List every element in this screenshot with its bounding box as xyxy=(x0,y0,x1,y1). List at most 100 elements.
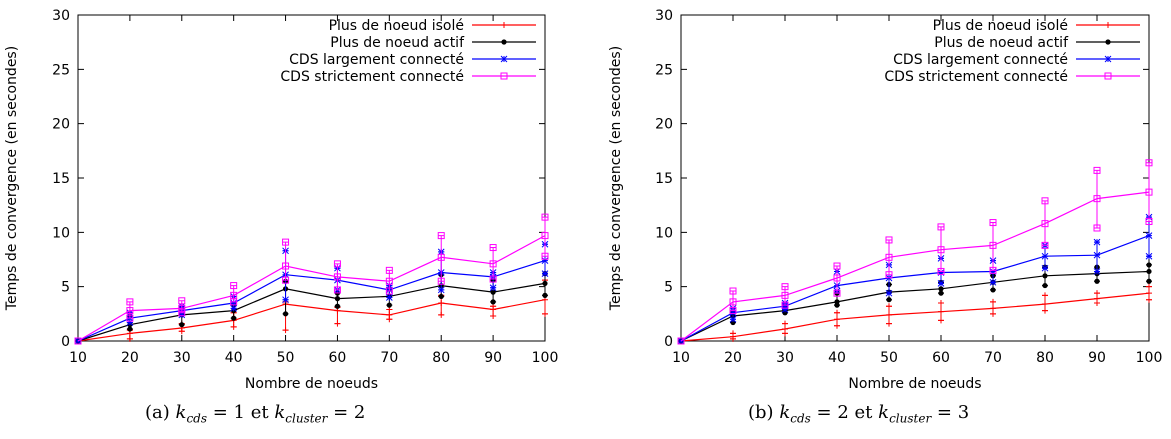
y-tick-label: 30 xyxy=(655,8,673,24)
data-point xyxy=(885,253,893,261)
error-high-marker xyxy=(282,238,290,246)
x-tick-label: 70 xyxy=(380,350,398,366)
x-tick-label: 10 xyxy=(69,350,87,366)
series-3 xyxy=(74,213,549,345)
error-high-marker xyxy=(1093,166,1101,174)
data-point xyxy=(989,241,997,249)
error-bar xyxy=(438,235,445,282)
y-tick-label: 5 xyxy=(61,280,70,296)
series-0 xyxy=(75,277,548,344)
error-high-marker xyxy=(1042,292,1048,299)
legend-marker xyxy=(1104,72,1112,80)
x-tick-label: 30 xyxy=(776,350,794,366)
error-low-marker xyxy=(126,335,133,342)
error-bar xyxy=(990,222,996,271)
legend-label: CDS strictement connecté xyxy=(280,69,464,85)
error-low-marker xyxy=(1093,268,1101,275)
x-tick-label: 70 xyxy=(984,350,1002,366)
error-low-marker xyxy=(1041,264,1049,272)
data-point xyxy=(729,298,737,306)
series-3 xyxy=(677,159,1153,345)
data-point xyxy=(490,306,497,313)
error-low-marker xyxy=(1145,217,1153,225)
x-tick-label: 50 xyxy=(880,350,898,366)
error-low-marker xyxy=(282,327,289,334)
legend-label: CDS largement connecté xyxy=(289,52,464,68)
data-point xyxy=(886,311,892,318)
error-low-marker xyxy=(126,314,134,322)
error-high-marker xyxy=(1094,290,1100,297)
data-point xyxy=(1146,290,1152,297)
x-tick-label: 20 xyxy=(121,350,139,366)
data-point xyxy=(386,311,393,318)
caption-b-value-cluster: = 3 xyxy=(936,402,970,423)
data-point xyxy=(990,305,996,312)
data-point xyxy=(1093,195,1101,203)
error-high-marker xyxy=(989,219,997,227)
x-tick-label: 50 xyxy=(277,350,295,366)
error-low-marker xyxy=(781,301,789,309)
data-point xyxy=(178,304,186,312)
data-point xyxy=(937,246,945,254)
error-low-marker xyxy=(937,280,945,287)
x-tick-label: 100 xyxy=(1136,350,1163,366)
legend-marker xyxy=(501,39,507,45)
error-high-marker xyxy=(782,320,788,327)
legend-marker xyxy=(500,72,508,80)
error-low-marker xyxy=(729,315,737,323)
error-low-marker xyxy=(489,284,497,292)
error-low-marker xyxy=(542,292,548,298)
error-high-marker xyxy=(437,232,445,240)
series-line xyxy=(680,191,1150,342)
x-tick-label: 20 xyxy=(724,350,742,366)
error-low-marker xyxy=(729,307,737,315)
error-low-marker xyxy=(282,311,289,317)
error-low-marker xyxy=(541,252,549,260)
x-tick-label: 60 xyxy=(932,350,950,366)
data-point xyxy=(1145,188,1153,196)
data-point xyxy=(938,308,944,315)
error-high-marker xyxy=(886,303,892,310)
series-line xyxy=(680,270,1150,342)
error-high-marker xyxy=(541,213,549,221)
error-low-marker xyxy=(938,290,944,296)
series-line xyxy=(77,235,546,342)
x-tick-label: 40 xyxy=(828,350,846,366)
error-low-marker xyxy=(833,289,841,297)
error-low-marker xyxy=(489,275,497,283)
error-low-marker xyxy=(1041,241,1049,249)
x-tick-label: 80 xyxy=(432,350,450,366)
error-low-marker xyxy=(937,267,945,275)
caption-b: (b) kcds = 2 et kcluster = 3 xyxy=(748,402,969,426)
series-2 xyxy=(677,213,1153,345)
chart-b: 10 20 30 40 50 60 70 80 90 100 0 5 10 15 20 25 30 Nombre … xyxy=(608,8,1162,392)
error-low-marker xyxy=(990,310,996,317)
error-bar xyxy=(178,300,185,314)
data-point xyxy=(542,280,548,287)
series-line xyxy=(680,292,1150,342)
x-tick-label: 90 xyxy=(484,350,502,366)
data-point xyxy=(1094,295,1100,302)
x-tick-label: 30 xyxy=(173,350,191,366)
y-tick-label: 5 xyxy=(664,280,673,296)
error-high-marker xyxy=(937,223,945,231)
series-line xyxy=(77,282,546,342)
error-low-marker xyxy=(230,305,238,312)
error-low-marker xyxy=(231,315,237,321)
caption-b-value-cds: = 2 xyxy=(816,402,849,423)
data-point xyxy=(490,289,496,295)
error-low-marker xyxy=(989,278,997,286)
error-high-marker xyxy=(781,283,789,291)
x-axis-title: Nombre de noeuds xyxy=(245,376,378,392)
error-low-marker xyxy=(333,286,341,294)
error-low-marker xyxy=(1093,224,1101,232)
error-low-marker xyxy=(438,311,445,318)
data-point xyxy=(230,299,238,307)
y-tick-label: 20 xyxy=(52,117,70,133)
series-line xyxy=(77,260,546,342)
error-high-marker xyxy=(938,299,944,306)
error-low-marker xyxy=(282,296,289,304)
